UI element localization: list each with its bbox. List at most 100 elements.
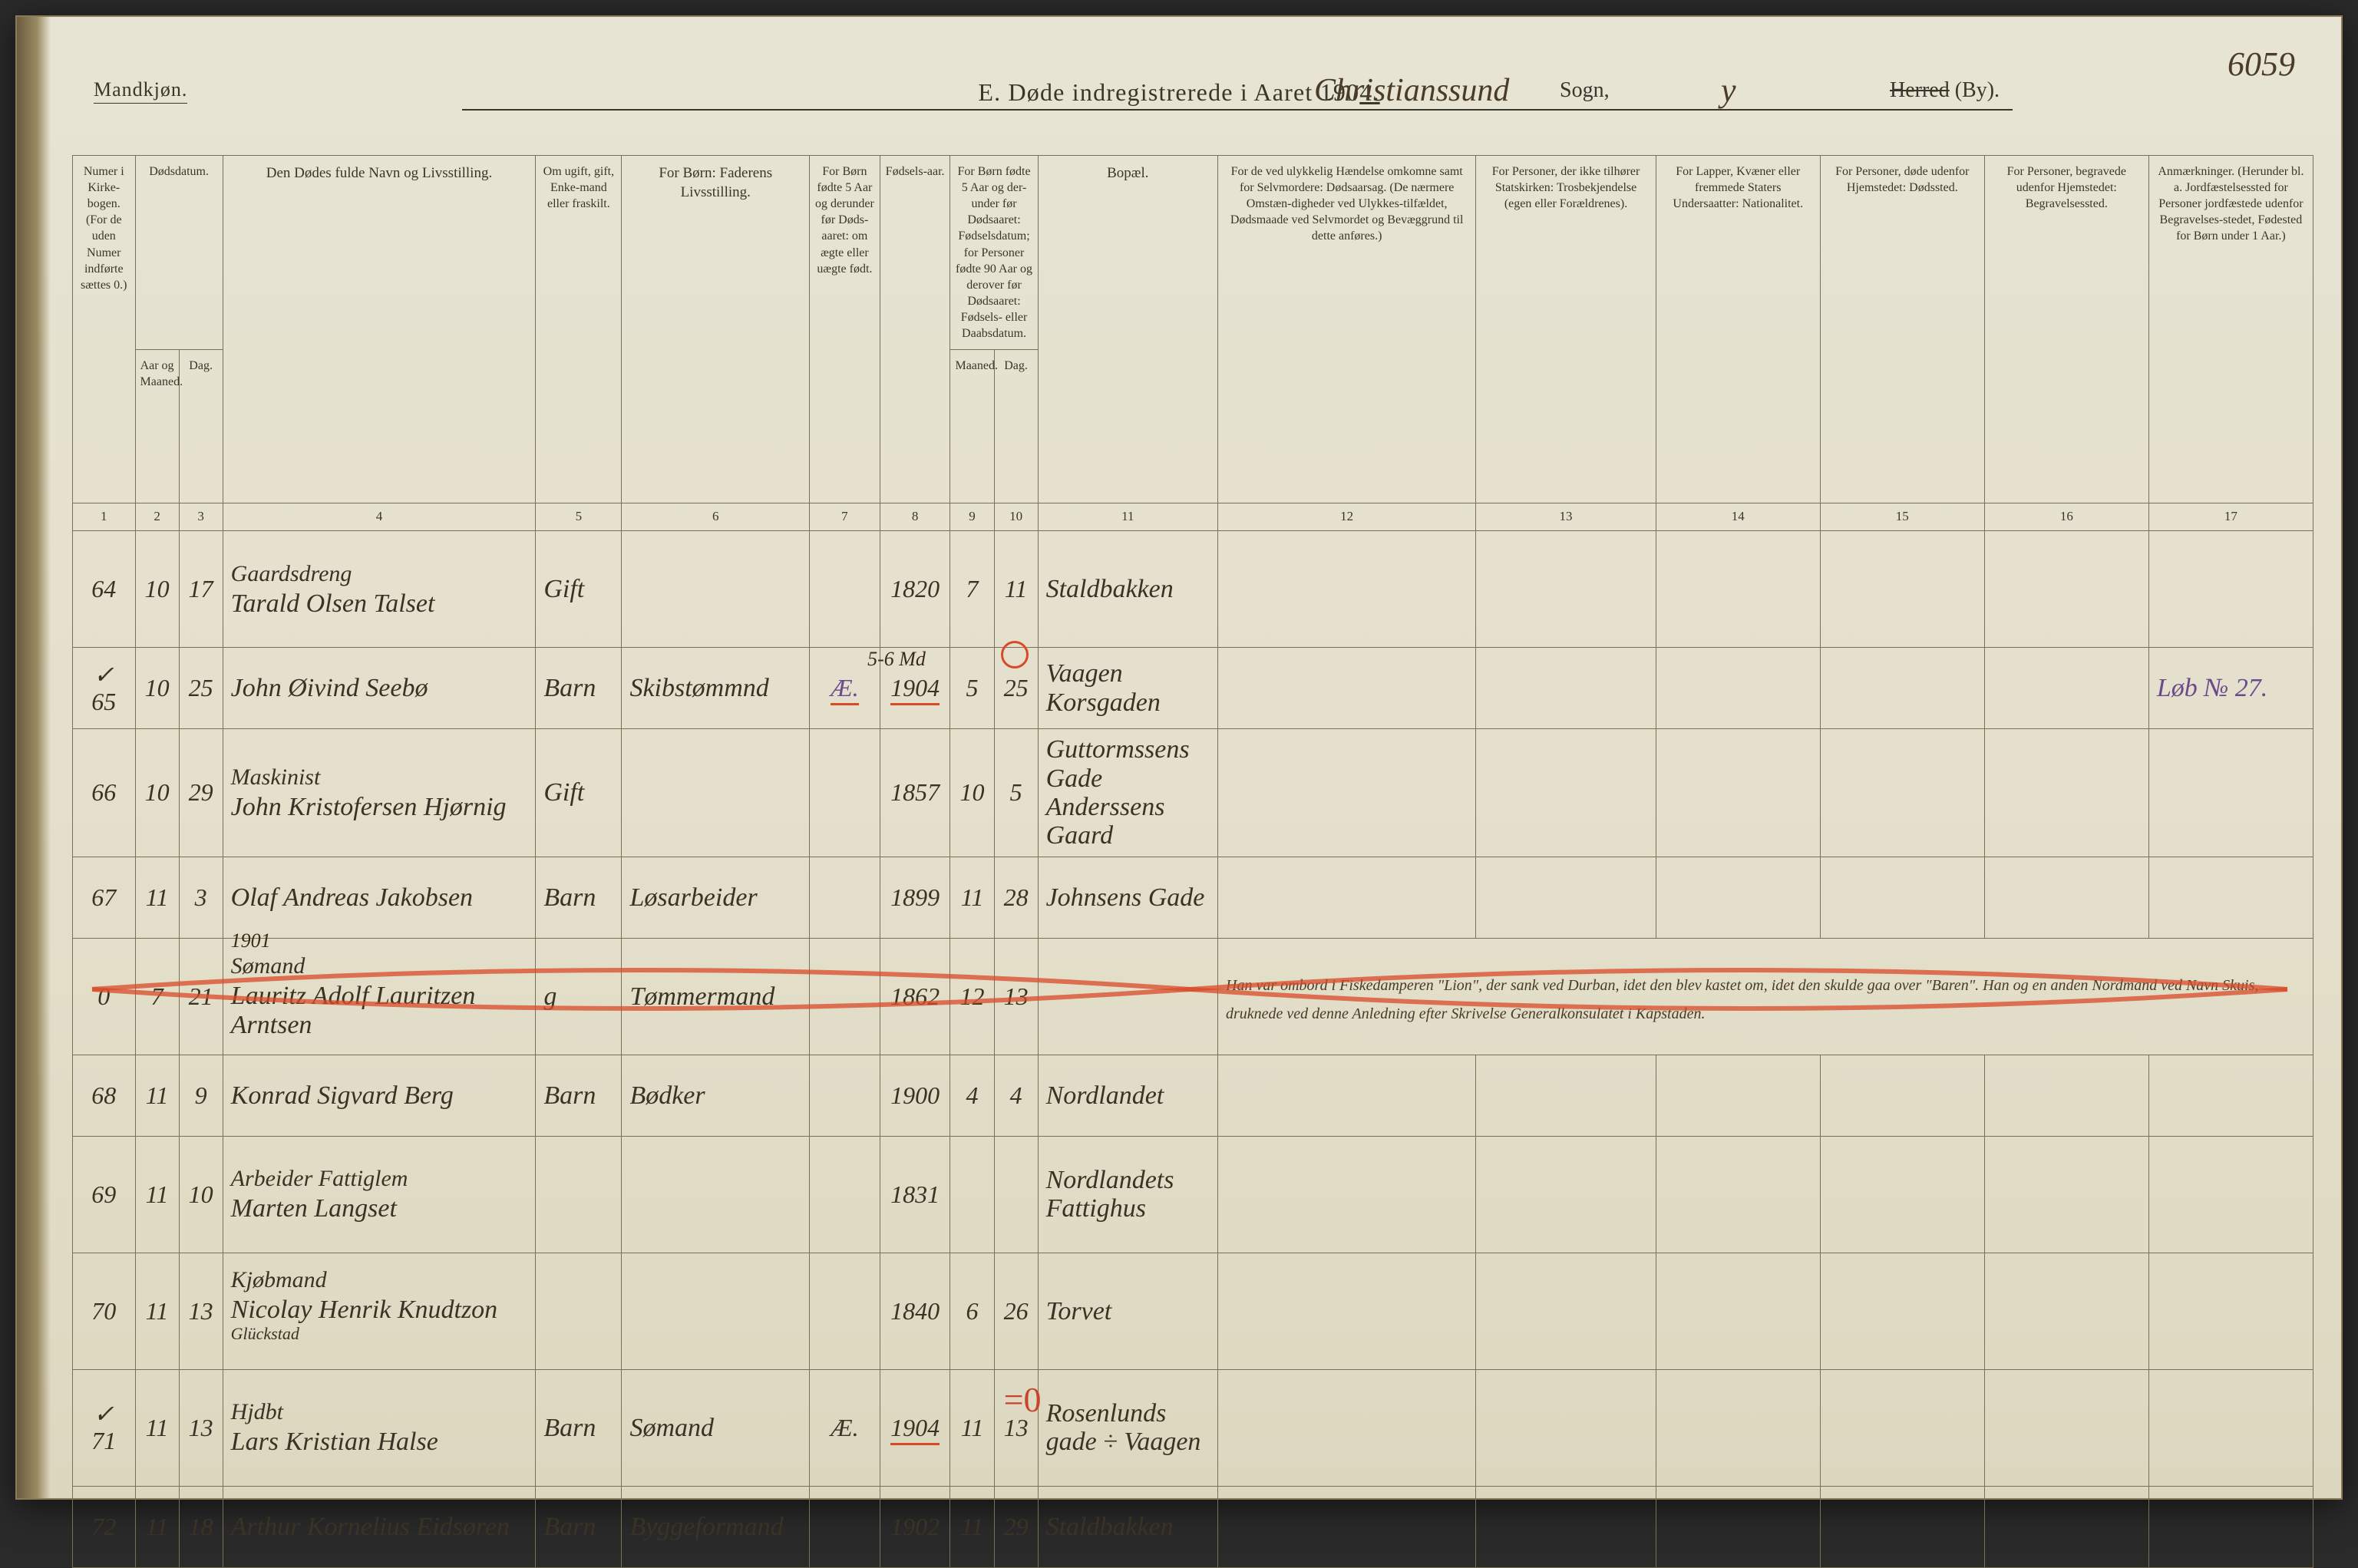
cell: Barn [536, 857, 622, 938]
cell: Han var ombord i Fiskedamperen "Lion", d… [1218, 938, 2313, 1055]
cell: GaardsdrengTarald Olsen Talset [223, 531, 536, 648]
cell [1656, 1253, 1820, 1369]
cell [994, 1136, 1038, 1253]
cell [1820, 1486, 1984, 1567]
cell: Skibstømmnd [622, 648, 810, 729]
cell [1218, 1136, 1476, 1253]
col-header-group: For Børn fødte 5 Aar og der-under før Dø… [950, 156, 1038, 350]
cell: Barn [536, 1055, 622, 1136]
cell: 5-6 Md1904 [880, 648, 950, 729]
cell: 67 [73, 857, 136, 938]
col-header: For Personer, der ikke tilhører Statskir… [1476, 156, 1656, 503]
cell [622, 729, 810, 857]
col-header: For Børn fødte 5 Aar og derunder før Død… [810, 156, 880, 503]
cell: 10 [950, 729, 994, 857]
cell: 70 [73, 1253, 136, 1369]
col-header: Dag. [179, 350, 223, 503]
cell [1476, 1055, 1656, 1136]
cell: Johnsens Gade [1038, 857, 1217, 938]
cell: 7 [950, 531, 994, 648]
cell [1984, 857, 2148, 938]
cell: 13 [994, 938, 1038, 1055]
cell [1984, 531, 2148, 648]
cell: Sømand [622, 1369, 810, 1486]
cell [1984, 729, 2148, 857]
cell: 1857 [880, 729, 950, 857]
cell: 29 [179, 729, 223, 857]
cell: Staldbakken [1038, 1486, 1217, 1567]
col-number: 13 [1476, 503, 1656, 531]
cell: 68 [73, 1055, 136, 1136]
cell: MaskinistJohn Kristofersen Hjørnig [223, 729, 536, 857]
cell: Torvet [1038, 1253, 1217, 1369]
cell [1656, 531, 1820, 648]
cell: 10 [135, 729, 179, 857]
cell: VaagenKorsgaden [1038, 648, 1217, 729]
cell: Byggeformand [622, 1486, 810, 1567]
cell [1218, 1486, 1476, 1567]
cell: Konrad Sigvard Berg [223, 1055, 536, 1136]
col-number: 14 [1656, 503, 1820, 531]
cell: 0 [73, 938, 136, 1055]
cell: KjøbmandNicolay Henrik Knudtzon Glücksta… [223, 1253, 536, 1369]
cell [810, 938, 880, 1055]
cell: 1899 [880, 857, 950, 938]
cell: Staldbakken [1038, 531, 1217, 648]
cell: Løsarbeider [622, 857, 810, 938]
cell [2148, 857, 2313, 938]
table-row: ✓ 711113HjdbtLars Kristian HalseBarnSøma… [73, 1369, 2313, 1486]
cell [1984, 648, 2148, 729]
cell [1476, 1253, 1656, 1369]
cell [2148, 1253, 2313, 1369]
cell: 1840 [880, 1253, 950, 1369]
col-number: 3 [179, 503, 223, 531]
table-row: 661029MaskinistJohn Kristofersen Hjørnig… [73, 729, 2313, 857]
table-head: Numer i Kirke-bogen. (For de uden Numer … [73, 156, 2313, 531]
cell: 5 [950, 648, 994, 729]
cell: NordlandetsFattighus [1038, 1136, 1217, 1253]
cell: Nordlandet [1038, 1055, 1217, 1136]
col-number: 12 [1218, 503, 1476, 531]
cell [1984, 1253, 2148, 1369]
table-row: ✓ 651025John Øivind SeebøBarnSkibstømmnd… [73, 648, 2313, 729]
table-body: 641017GaardsdrengTarald Olsen TalsetGift… [73, 531, 2313, 1568]
cell: 28 [994, 857, 1038, 938]
page-number: 6059 [2228, 45, 2295, 84]
col-number: 1 [73, 503, 136, 531]
cell [810, 729, 880, 857]
cell [1476, 857, 1656, 938]
cell [2148, 1136, 2313, 1253]
cell [1820, 1253, 1984, 1369]
cell: 12 [950, 938, 994, 1055]
header-letter: y [1721, 71, 1736, 110]
cell [1476, 729, 1656, 857]
cell: 72 [73, 1486, 136, 1567]
cell [810, 1253, 880, 1369]
cell [1984, 1136, 2148, 1253]
cell: 11 [994, 531, 1038, 648]
col-number: 11 [1038, 503, 1217, 531]
cell: 64 [73, 531, 136, 648]
cell: 17 [179, 531, 223, 648]
cell: 25 [994, 648, 1038, 729]
table-row: 641017GaardsdrengTarald Olsen TalsetGift… [73, 531, 2313, 648]
table-row: 701113KjøbmandNicolay Henrik Knudtzon Gl… [73, 1253, 2313, 1369]
col-header: Anmærkninger. (Herunder bl. a. Jordfæste… [2148, 156, 2313, 503]
cell: Barn [536, 1486, 622, 1567]
cell: 10 [179, 1136, 223, 1253]
cell: 11 [135, 1486, 179, 1567]
cell: 1904 [880, 1369, 950, 1486]
cell [1984, 1486, 2148, 1567]
cell: Barn [536, 648, 622, 729]
cell: Rosenlundsgade ÷ Vaagen [1038, 1369, 1217, 1486]
cell: Gift [536, 729, 622, 857]
cell [1656, 1055, 1820, 1136]
cell: 29 [994, 1486, 1038, 1567]
col-number: 17 [2148, 503, 2313, 531]
col-number: 7 [810, 503, 880, 531]
cell [1820, 857, 1984, 938]
cell: 13 [179, 1369, 223, 1486]
cell [1820, 648, 1984, 729]
cell: 11 [950, 1486, 994, 1567]
cell [950, 1136, 994, 1253]
